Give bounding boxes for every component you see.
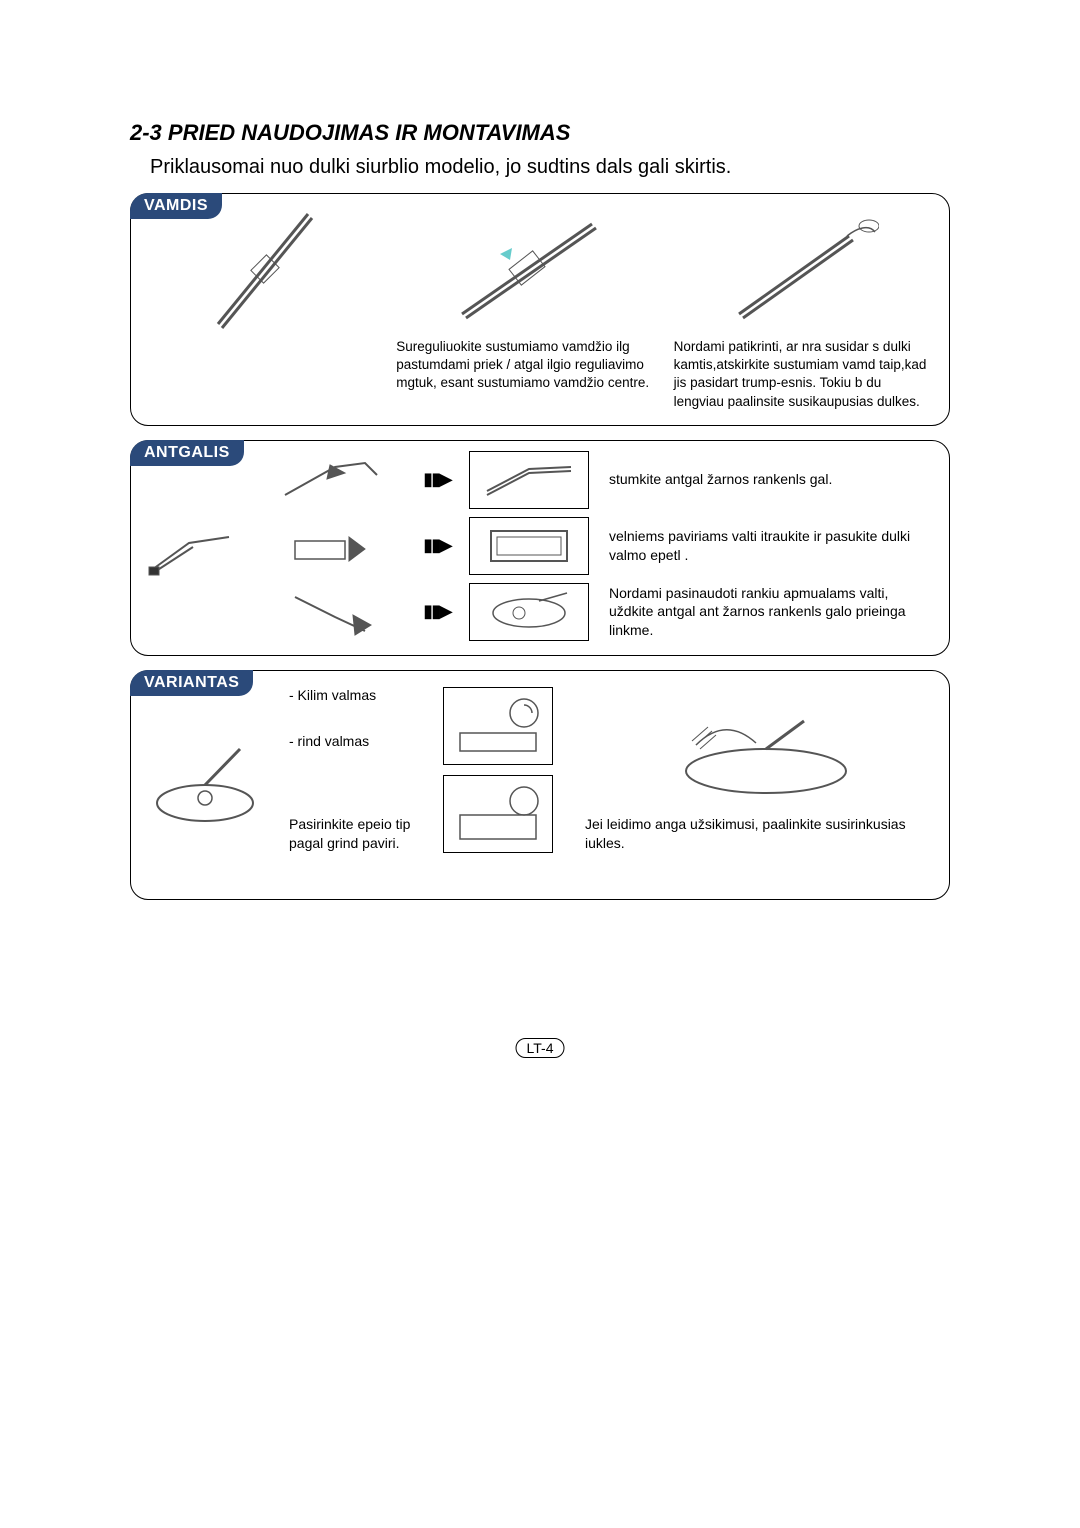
tag-antgalis: ANTGALIS	[130, 440, 244, 466]
soft-surface-illustration	[469, 517, 589, 575]
page-subtitle: Priklausomai nuo dulki siurblio modelio,…	[130, 156, 950, 179]
antgalis-text-0: stumkite antgal žarnos rankenls gal.	[601, 470, 935, 489]
arrow-right-icon: ▮▮▶	[423, 601, 451, 621]
tag-variantas: VARIANTAS	[130, 670, 253, 696]
vamdis-detach-illustration	[674, 204, 935, 334]
section-vamdis: VAMDIS Sureguliuokite sustumiamo va	[130, 193, 950, 426]
antgalis-text-2: Nordami pasinaudoti rankiu apmualams val…	[601, 584, 935, 641]
variantas-caption-right: Jei leidimo anga užsikimusi, paalinkite …	[577, 815, 935, 853]
carpet-mode-label: - Kilim valmas	[289, 687, 429, 703]
crevice-tool-icon	[147, 531, 247, 582]
nozzle-attached-illustration	[469, 451, 589, 509]
antgalis-row-0: ▮▮▶ stumkite antgal žarnos rankenls gal.	[255, 451, 935, 509]
section-antgalis: ANTGALIS ▮▮▶ stumkite antgal žarnos rank…	[130, 440, 950, 656]
brush-extend-icon	[255, 517, 405, 575]
floor-selector-illustration	[443, 775, 553, 853]
arrow-right-icon: ▮▮▶	[423, 469, 451, 489]
blockage-clear-illustration	[656, 695, 856, 815]
section-variantas: VARIANTAS - Kilim valmas - rind valmas P…	[130, 670, 950, 900]
page-title: 2-3 PRIED NAUDOJIMAS IR MONTAVIMAS	[130, 120, 950, 146]
vamdis-caption-mid: Sureguliuokite sustumiamo vamdžio ilg pa…	[396, 334, 657, 393]
variantas-caption-left: Pasirinkite epeio tip pagal grind paviri…	[289, 815, 429, 853]
vamdis-adjust-illustration	[396, 204, 657, 334]
antgalis-text-1: velniems paviriams valti itraukite ir pa…	[601, 527, 935, 565]
upholstery-nozzle-icon	[255, 583, 405, 641]
nozzle-attach-icon	[255, 451, 405, 509]
antgalis-row-1: ▮▮▶ velniems paviriams valti itraukite i…	[255, 517, 935, 575]
upholstery-use-illustration	[469, 583, 589, 641]
floor-mode-label: - rind valmas	[289, 733, 429, 749]
page-number: LT-4	[516, 1038, 565, 1058]
vamdis-pipe-illustration	[145, 204, 380, 334]
antgalis-row-2: ▮▮▶ Nordami pasinaudoti rankiu apmualams…	[255, 583, 935, 641]
tag-vamdis: VAMDIS	[130, 193, 222, 219]
carpet-selector-illustration	[443, 687, 553, 765]
floor-head-illustration	[145, 687, 275, 853]
vamdis-caption-right: Nordami patikrinti, ar nra susidar s dul…	[674, 334, 935, 411]
arrow-right-icon: ▮▮▶	[423, 535, 451, 555]
